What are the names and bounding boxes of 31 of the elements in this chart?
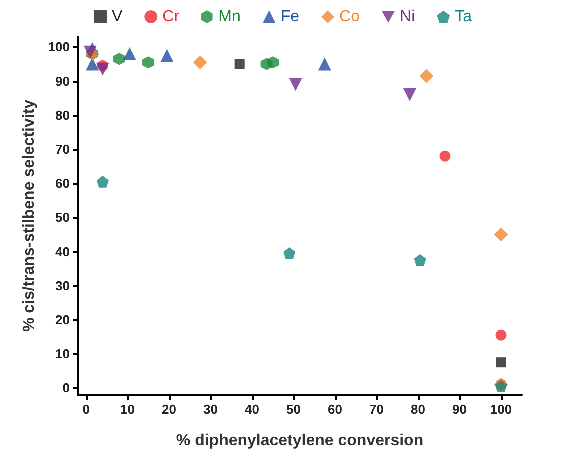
- x-tick-label: 90: [452, 402, 467, 417]
- y-tick-label: 10: [56, 346, 70, 362]
- x-tick-label: 30: [204, 402, 218, 417]
- y-tick-label: 20: [56, 312, 70, 328]
- x-tick-label: 70: [370, 402, 384, 417]
- legend-label: Co: [340, 8, 360, 26]
- x-tick-label: 60: [328, 402, 343, 417]
- y-tick-label: 70: [56, 142, 70, 158]
- y-tick-label: 80: [56, 108, 70, 123]
- legend-label: Cr: [162, 8, 180, 26]
- x-tick-label: 40: [245, 402, 260, 417]
- y-tick-label: 30: [56, 278, 70, 294]
- x-axis-title: % diphenylacetylene conversion: [176, 432, 424, 450]
- x-tick-label: 10: [120, 402, 136, 417]
- y-tick-label: 0: [62, 380, 70, 396]
- x-tick-label: 50: [286, 402, 302, 417]
- legend-label: Ta: [455, 8, 472, 26]
- y-tick-label: 50: [56, 210, 70, 226]
- y-tick-label: 100: [48, 40, 70, 55]
- y-tick-label: 90: [56, 74, 70, 89]
- x-tick-label: 20: [162, 402, 177, 417]
- legend-label: Ni: [400, 8, 416, 26]
- x-tick-label: 100: [490, 402, 512, 417]
- legend-label: Mn: [218, 8, 241, 26]
- y-tick-label: 60: [56, 176, 70, 192]
- legend-label: Fe: [280, 8, 300, 26]
- x-tick-label: 0: [82, 402, 90, 417]
- legend-label: V: [112, 8, 123, 26]
- y-tick-label: 40: [56, 244, 70, 260]
- x-tick-label: 80: [411, 402, 426, 417]
- y-axis-title: % cis/trans-stilbene selectivity: [20, 100, 38, 332]
